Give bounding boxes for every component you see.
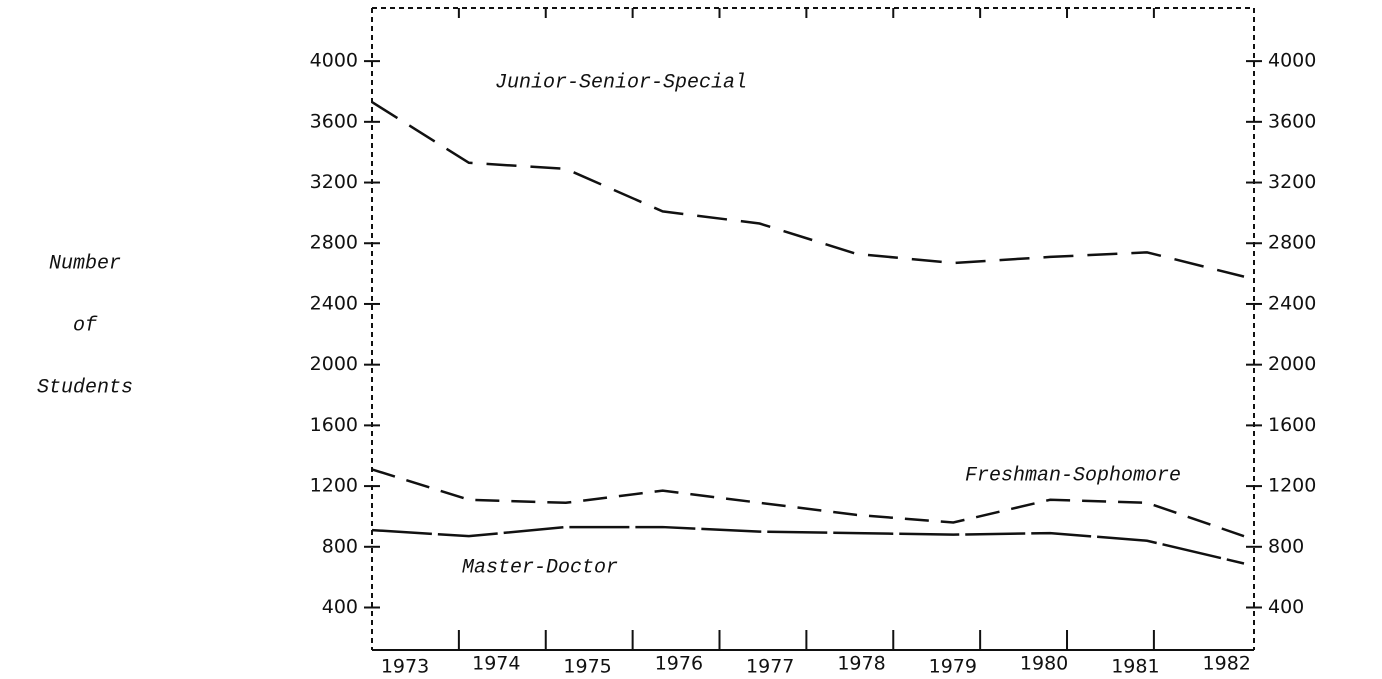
y-tick-label: 800 — [322, 535, 358, 557]
y-axis-label: of — [73, 314, 98, 337]
series-label: Junior-Senior-Special — [495, 71, 747, 94]
series-label: Master-Doctor — [462, 556, 618, 579]
y-tick-label: 2000 — [310, 353, 358, 375]
x-tick-label: 1976 — [655, 653, 703, 675]
y-tick-label: 1600 — [310, 414, 358, 436]
y2-tick-label: 2800 — [1268, 232, 1316, 254]
y-tick-label: 1200 — [310, 475, 358, 497]
y-axis-label: Number — [49, 252, 121, 275]
y2-tick-label: 4000 — [1268, 50, 1316, 72]
series-label: Freshman-Sophomore — [965, 464, 1181, 487]
x-tick-label: 1974 — [472, 653, 520, 675]
plot-frame — [371, 7, 1255, 650]
x-tick-label: 1975 — [563, 656, 611, 678]
y-tick-label: 400 — [322, 596, 358, 618]
y2-tick-label: 800 — [1268, 535, 1304, 557]
y2-tick-label: 1600 — [1268, 414, 1316, 436]
y2-tick-label: 2400 — [1268, 292, 1316, 314]
y2-tick-label: 3200 — [1268, 171, 1316, 193]
x-tick-label: 1977 — [746, 656, 794, 678]
x-tick-label: 1973 — [381, 656, 429, 678]
y2-tick-label: 3600 — [1268, 110, 1316, 132]
x-tick-label: 1982 — [1203, 653, 1251, 675]
y-tick-label: 2400 — [310, 292, 358, 314]
series-line — [371, 101, 1245, 278]
y2-tick-label: 1200 — [1268, 475, 1316, 497]
series-line — [371, 468, 1245, 538]
y-tick-label: 3200 — [310, 171, 358, 193]
x-tick-label: 1981 — [1111, 656, 1159, 678]
x-tick-label: 1980 — [1020, 653, 1068, 675]
y2-tick-label: 400 — [1268, 596, 1304, 618]
y-tick-label: 4000 — [310, 50, 358, 72]
series-line — [371, 525, 1245, 565]
y2-tick-label: 2000 — [1268, 353, 1316, 375]
y-tick-label: 3600 — [310, 110, 358, 132]
x-tick-label: 1978 — [837, 653, 885, 675]
y-tick-label: 2800 — [310, 232, 358, 254]
y-axis-label: Students — [37, 376, 133, 399]
x-tick-label: 1979 — [929, 656, 977, 678]
